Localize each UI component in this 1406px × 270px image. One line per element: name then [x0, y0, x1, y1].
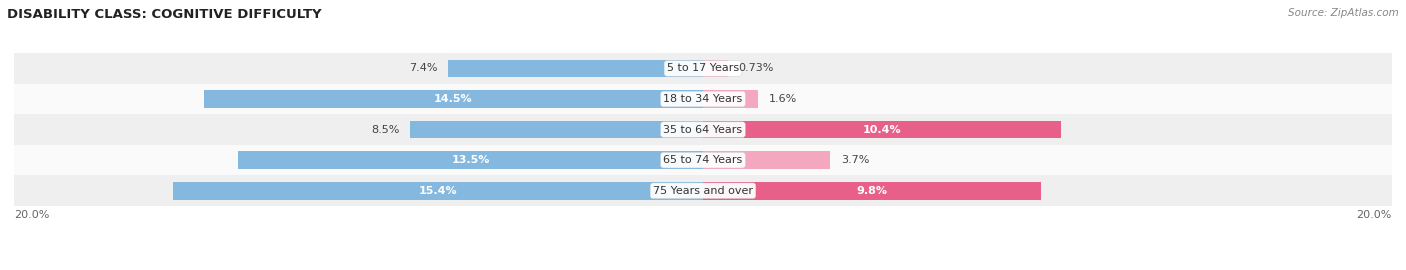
Text: 1.6%: 1.6%: [769, 94, 797, 104]
Bar: [14, 53, 1392, 84]
Bar: [703, 90, 758, 108]
Text: 5 to 17 Years: 5 to 17 Years: [666, 63, 740, 73]
Text: 13.5%: 13.5%: [451, 155, 489, 165]
Bar: [173, 182, 703, 200]
Bar: [14, 114, 1392, 145]
Bar: [703, 182, 1040, 200]
Bar: [14, 145, 1392, 176]
Text: 14.5%: 14.5%: [434, 94, 472, 104]
Text: 18 to 34 Years: 18 to 34 Years: [664, 94, 742, 104]
Bar: [703, 121, 1062, 139]
Bar: [14, 176, 1392, 206]
Text: 8.5%: 8.5%: [371, 124, 399, 135]
Text: Source: ZipAtlas.com: Source: ZipAtlas.com: [1288, 8, 1399, 18]
Bar: [703, 151, 831, 169]
Text: 10.4%: 10.4%: [863, 124, 901, 135]
Bar: [411, 121, 703, 139]
Text: 20.0%: 20.0%: [1357, 210, 1392, 220]
Text: 65 to 74 Years: 65 to 74 Years: [664, 155, 742, 165]
Text: 3.7%: 3.7%: [841, 155, 869, 165]
Bar: [238, 151, 703, 169]
Text: 7.4%: 7.4%: [409, 63, 437, 73]
Bar: [204, 90, 703, 108]
Bar: [449, 60, 703, 77]
Text: 20.0%: 20.0%: [14, 210, 49, 220]
Bar: [703, 60, 728, 77]
Bar: [14, 84, 1392, 114]
Text: 9.8%: 9.8%: [856, 186, 887, 196]
Text: DISABILITY CLASS: COGNITIVE DIFFICULTY: DISABILITY CLASS: COGNITIVE DIFFICULTY: [7, 8, 322, 21]
Text: 15.4%: 15.4%: [419, 186, 457, 196]
Text: 0.73%: 0.73%: [738, 63, 773, 73]
Text: 75 Years and over: 75 Years and over: [652, 186, 754, 196]
Text: 35 to 64 Years: 35 to 64 Years: [664, 124, 742, 135]
